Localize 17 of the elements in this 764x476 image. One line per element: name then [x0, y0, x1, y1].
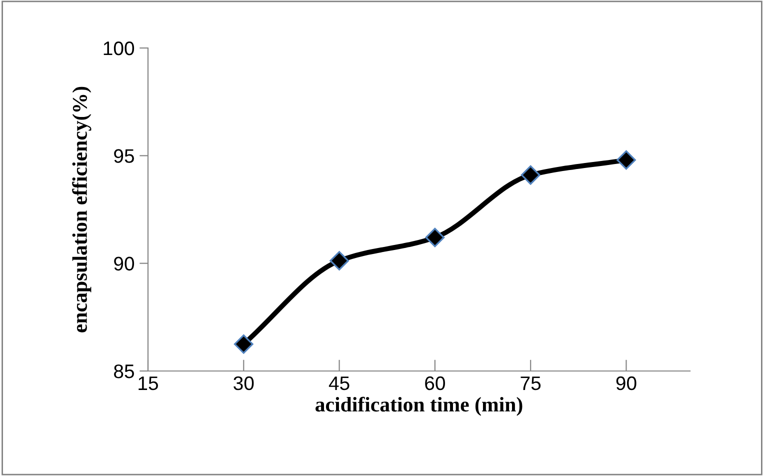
point — [234, 334, 254, 354]
y-tick-label: 85 — [114, 364, 134, 378]
point — [520, 165, 540, 185]
x-tick-label: 15 — [138, 376, 158, 390]
point — [330, 251, 349, 270]
y-axis-title: encapsulation efficiency(%) — [72, 86, 92, 332]
y-tick-label: 95 — [114, 149, 134, 163]
x-axis-title: acidification time (min) — [316, 396, 522, 416]
point — [616, 150, 636, 170]
point — [425, 228, 445, 248]
x-tick-label: 45 — [328, 376, 350, 390]
x-tick-label: 90 — [616, 376, 636, 390]
y-tick-label: 90 — [114, 256, 134, 271]
x-tick-label: 30 — [234, 376, 254, 390]
x-tick-label: 75 — [520, 376, 541, 390]
y-tick-label: 100 — [104, 41, 134, 56]
x-tick-label: 60 — [425, 376, 445, 390]
